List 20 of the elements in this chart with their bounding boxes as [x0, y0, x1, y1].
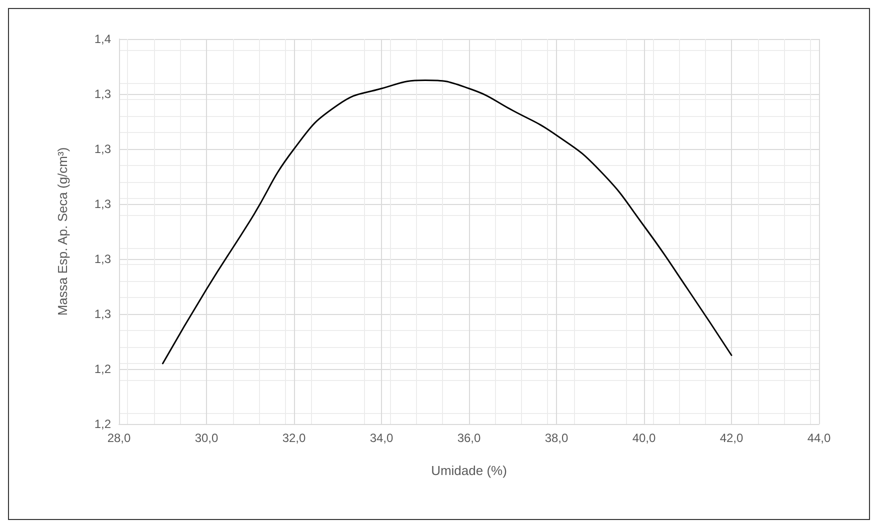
x-axis-title: Umidade (%) [431, 463, 507, 478]
x-tick-label: 28,0 [107, 431, 131, 445]
x-tick-label: 44,0 [807, 431, 831, 445]
y-tick-label: 1,3 [94, 142, 112, 156]
y-tick-label: 1,2 [94, 417, 112, 431]
x-tick-label: 32,0 [282, 431, 306, 445]
y-tick-label: 1,3 [94, 307, 112, 321]
y-tick-label: 1,3 [94, 197, 112, 211]
y-tick-label: 1,3 [94, 87, 112, 101]
x-tick-label: 42,0 [720, 431, 744, 445]
y-tick-label: 1,2 [94, 362, 112, 376]
line-series [162, 80, 732, 364]
x-tick-label: 40,0 [632, 431, 656, 445]
y-tick-label: 1,3 [94, 252, 112, 266]
x-tick-label: 34,0 [370, 431, 394, 445]
y-tick-label: 1,4 [94, 32, 112, 46]
x-tick-label: 30,0 [194, 431, 218, 445]
x-tick-label: 38,0 [544, 431, 568, 445]
y-axis-title: Massa Esp. Ap. Seca (g/cm³) [55, 147, 70, 316]
x-tick-label: 36,0 [457, 431, 481, 445]
